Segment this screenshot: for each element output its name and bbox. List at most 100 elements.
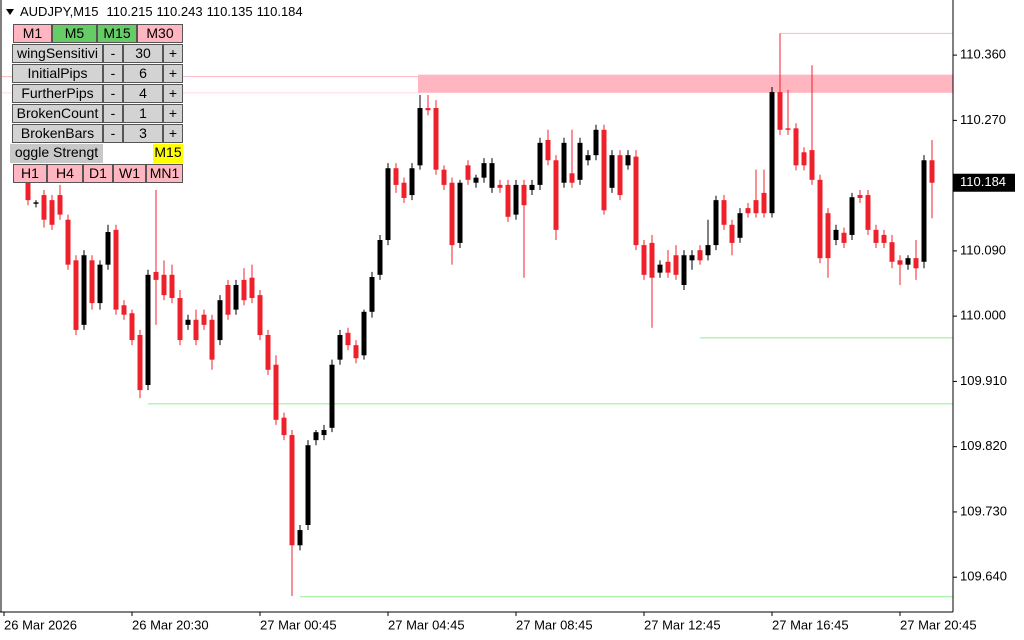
candle-body (57, 195, 63, 215)
candle-body (841, 232, 847, 243)
timeframe-button[interactable]: M1 (13, 24, 52, 43)
candle-body (257, 295, 263, 336)
candle-body (369, 276, 375, 312)
candle-body (753, 200, 759, 214)
candle-body (89, 260, 95, 304)
x-tick-label: 26 Mar 2026 (4, 617, 77, 632)
decrement-button[interactable]: - (103, 124, 123, 143)
candle-body (601, 129, 607, 211)
candle-body (809, 150, 815, 180)
increment-button[interactable]: + (163, 84, 183, 103)
candle-body (825, 213, 831, 259)
increment-button[interactable]: + (163, 124, 183, 143)
collapse-arrow[interactable] (6, 9, 14, 15)
candle-body (721, 200, 727, 225)
candle-body (489, 163, 495, 188)
decrement-button[interactable]: - (103, 104, 123, 123)
toggle-label[interactable]: oggle Strengt (10, 144, 103, 163)
timeframe-button[interactable]: D1 (83, 164, 113, 183)
candle-body (105, 232, 111, 265)
candle-body (641, 245, 647, 275)
candle-body (657, 264, 663, 273)
candle-body (233, 284, 239, 310)
candle-body (169, 274, 175, 299)
x-tick-label: 27 Mar 16:45 (772, 617, 849, 632)
decrement-button[interactable]: - (103, 44, 123, 63)
candle-body (185, 319, 191, 325)
candle-body (49, 200, 55, 225)
decrement-button[interactable]: - (103, 64, 123, 83)
timeframe-button[interactable]: M15 (97, 24, 137, 43)
increment-button[interactable]: + (163, 44, 183, 63)
candle-body (177, 298, 183, 341)
candle-body (649, 242, 655, 278)
candle-body (297, 530, 303, 546)
timeframe-button[interactable]: H1 (13, 164, 47, 183)
x-tick-label: 27 Mar 12:45 (644, 617, 721, 632)
candle-body (513, 184, 519, 215)
supply-zone (418, 74, 953, 93)
candle-body (241, 279, 247, 301)
param-name: InitialPips (12, 64, 103, 83)
candle-body (97, 264, 103, 304)
candle-body (353, 345, 359, 359)
candle-body (521, 184, 527, 206)
candle-body (337, 335, 343, 360)
candle-body (833, 229, 839, 241)
candle-body (377, 240, 383, 275)
candle-body (545, 139, 551, 161)
candle-body (153, 271, 159, 280)
candle-body (449, 182, 455, 246)
decrement-button[interactable]: - (103, 84, 123, 103)
candle-body (25, 179, 31, 201)
candle-body (289, 435, 295, 546)
timeframe-button[interactable]: H4 (47, 164, 83, 183)
candle-body (473, 177, 479, 183)
candle-body (425, 108, 431, 111)
increment-button[interactable]: + (163, 64, 183, 83)
x-tick-label: 26 Mar 20:30 (132, 617, 209, 632)
last-high: 110.243 (157, 4, 203, 19)
candle-body (593, 129, 599, 156)
increment-button[interactable]: + (163, 104, 183, 123)
candle-body (161, 274, 167, 296)
toggle-value[interactable]: M15 (153, 144, 183, 163)
candle-body (633, 156, 639, 246)
candle-body (329, 364, 335, 428)
candle-body (817, 179, 823, 259)
candle-body (761, 192, 767, 214)
candle-body (577, 142, 583, 180)
candle-body (745, 208, 751, 214)
candle-body (361, 311, 367, 356)
candle-body (465, 165, 471, 180)
candle-body (801, 152, 807, 166)
candle-body (609, 155, 615, 188)
candle-body (265, 335, 271, 370)
candle-body (225, 284, 231, 315)
y-tick-label: 110.090 (960, 242, 1006, 257)
param-value: 30 (123, 44, 163, 63)
candle-body (921, 160, 927, 262)
candle-body (529, 184, 535, 190)
candle-body (713, 200, 719, 246)
candle-body (553, 160, 559, 230)
candle-body (689, 255, 695, 261)
timeframe-button[interactable]: M30 (137, 24, 183, 43)
y-tick-label: 109.640 (960, 569, 1007, 584)
candle-body (873, 229, 879, 243)
candle-body (249, 277, 255, 299)
candle-body (585, 155, 591, 161)
candle-body (497, 184, 503, 188)
candle-body (393, 168, 399, 185)
timeframe-button[interactable]: MN1 (146, 164, 183, 183)
candle-body (697, 250, 703, 261)
price-label-box (953, 173, 1015, 192)
candle-body (929, 160, 935, 183)
timeframe-button[interactable]: W1 (113, 164, 146, 183)
candle-body (665, 261, 671, 273)
timeframe-button[interactable]: M5 (52, 24, 97, 43)
candle-body (65, 219, 71, 265)
candle-body (273, 364, 279, 420)
candle-body (617, 155, 623, 196)
